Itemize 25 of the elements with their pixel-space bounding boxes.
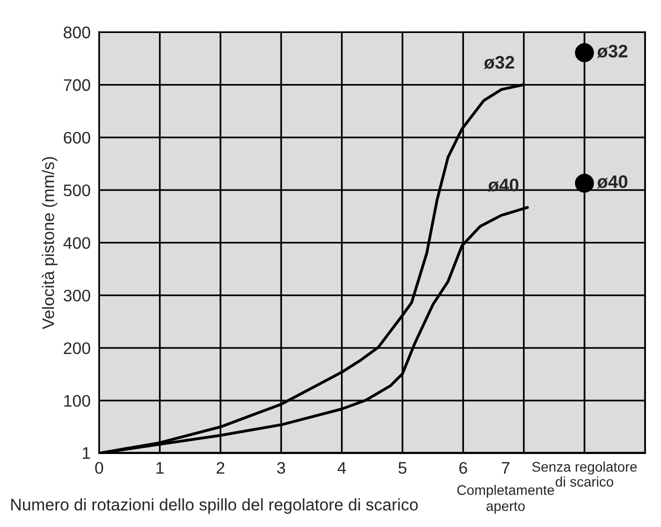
text: Completamente aperto (457, 484, 554, 514)
x-tick-label: 6 (459, 462, 468, 474)
x-tick-label: Senza regolatore di scarico (532, 462, 637, 487)
y-tick-label: 600 (64, 132, 90, 144)
y-tick-label: 200 (64, 342, 90, 354)
y-tick-label: 1 (82, 447, 90, 459)
y-tick-label: 700 (64, 79, 90, 91)
y-tick-label: 400 (63, 237, 90, 249)
x-tick-label: 0 (95, 462, 104, 474)
x-tick-label: 4 (338, 462, 346, 474)
y-axis-title: Velocità pistone (mm/s) (42, 157, 58, 330)
series-label: ø32 (596, 44, 628, 58)
y-tick-label: 500 (64, 184, 90, 196)
series-label: ø40 (596, 175, 628, 188)
x-tick-label: 1 (156, 462, 164, 474)
y-tick-label: 800 (64, 26, 90, 38)
series-label: ø40 (488, 178, 518, 192)
y-tick-label: 300 (64, 290, 90, 302)
x-tick-label: 7 (502, 462, 510, 474)
y-tick-label: 100 (64, 394, 90, 407)
series-label: ø32 (484, 56, 514, 70)
x-tick-label: 3 (277, 462, 286, 474)
x-axis-title: Numero di rotazioni dello spillo del regolatore di scarico (11, 498, 418, 514)
x-tick-label: 5 (398, 462, 406, 474)
x-tick-label: 2 (216, 462, 224, 474)
